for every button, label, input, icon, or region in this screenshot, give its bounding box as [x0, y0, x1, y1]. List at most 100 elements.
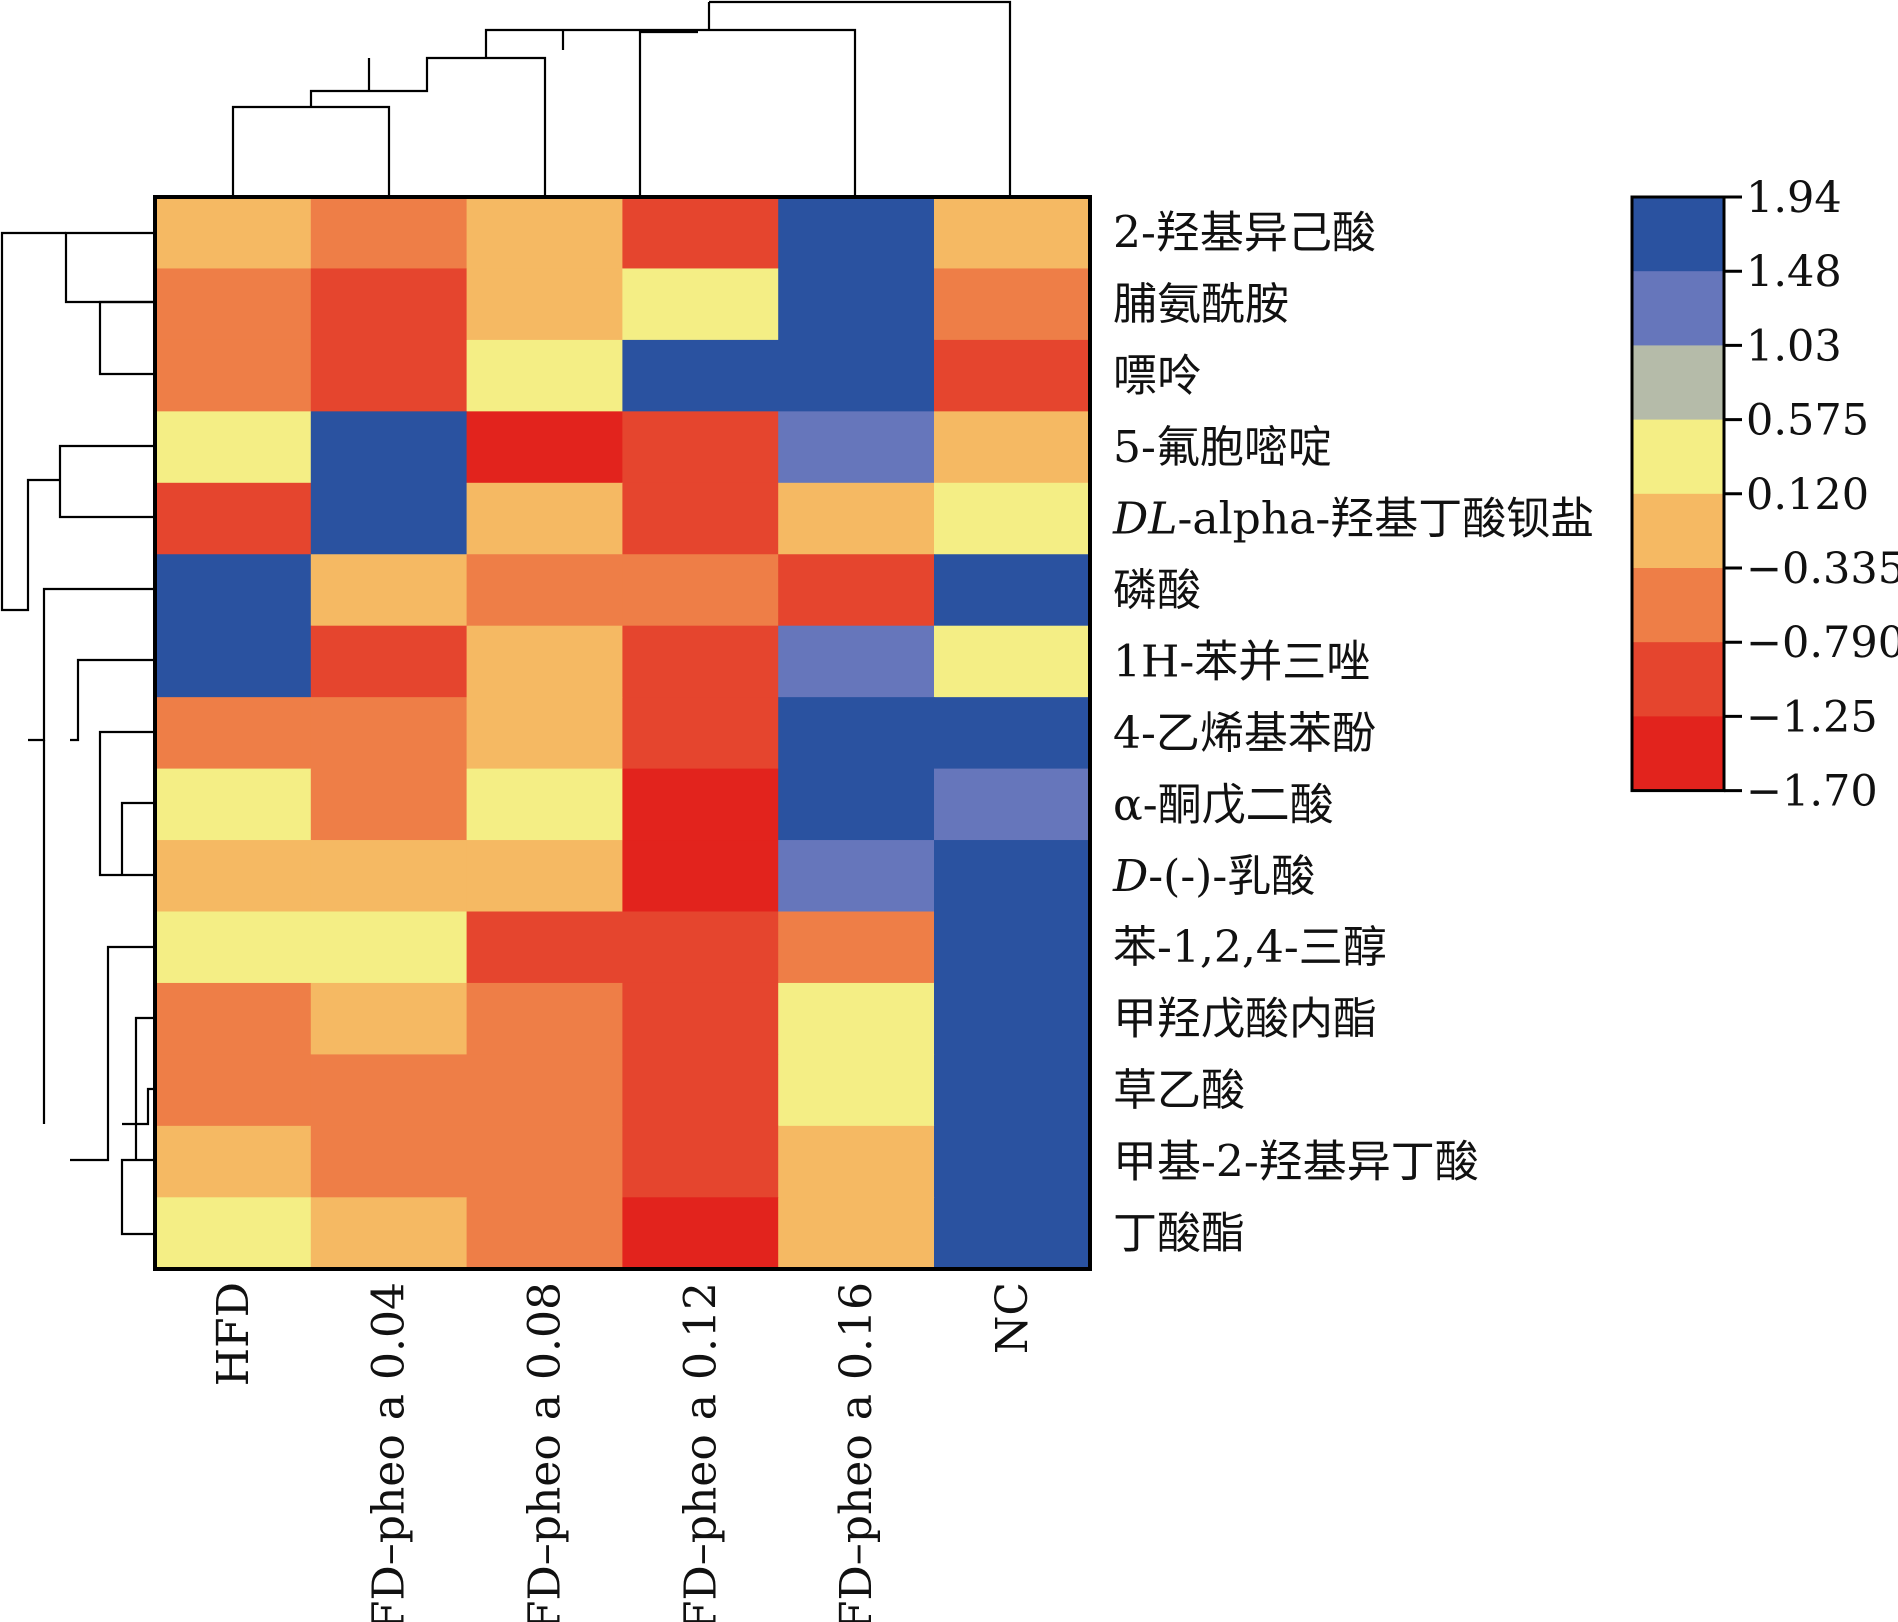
col-dendrogram-branch	[231, 105, 391, 197]
row-dendrogram-branch	[70, 658, 155, 742]
heatmap-cell	[778, 982, 935, 1055]
row-label-italic-prefix: D	[1112, 851, 1148, 902]
heatmap-cell	[155, 197, 312, 270]
heatmap-cell	[155, 982, 312, 1055]
row-dendrogram	[0, 231, 155, 1236]
heatmap-cell	[934, 697, 1091, 770]
color-scale-tick-label: −1.70	[1746, 767, 1878, 817]
heatmap-cell	[934, 1125, 1091, 1198]
heatmap-cell	[622, 339, 779, 412]
heatmap-cell	[622, 197, 779, 270]
heatmap-cell	[310, 554, 468, 627]
color-scale-swatch	[1632, 345, 1724, 421]
heatmap-cell	[622, 768, 779, 841]
row-label: 甲羟戊酸内酯	[1113, 994, 1377, 1045]
heatmap-cell	[466, 768, 623, 841]
color-scale-tick-label: −1.25	[1746, 692, 1878, 742]
heatmap-cell	[934, 768, 1091, 841]
row-label: 苯-1,2,4-三醇	[1113, 922, 1387, 973]
heatmap-cell	[622, 411, 779, 484]
heatmap-cell	[622, 911, 779, 984]
row-label: 脯氨酰胺	[1113, 279, 1289, 330]
heatmap-cell	[466, 339, 623, 412]
row-label-text: -(-)-乳酸	[1148, 851, 1315, 902]
heatmap-cell	[155, 1125, 312, 1198]
heatmap-cell	[778, 625, 935, 698]
heatmap-cell	[155, 1054, 312, 1127]
heatmap-cell	[466, 554, 623, 627]
color-scale-tick-label: 1.94	[1746, 173, 1842, 223]
row-label: 2-羟基异己酸	[1113, 208, 1376, 259]
heatmap-frame	[153, 195, 1092, 1271]
column-label: HFD–pheo a 0.04	[364, 1282, 415, 1622]
color-scale-swatch	[1632, 197, 1724, 272]
row-dendrogram-branch	[0, 231, 66, 612]
row-label: D-(-)-乳酸	[1112, 851, 1315, 902]
column-label: HFD–pheo a 0.16	[831, 1282, 882, 1622]
color-scale-tick-label: 0.120	[1746, 470, 1869, 520]
heatmap-cell	[622, 697, 779, 770]
heatmap-cell	[310, 268, 468, 341]
heatmap-cell	[310, 982, 468, 1055]
heatmap-cell	[466, 911, 623, 984]
heatmap-cell	[778, 768, 935, 841]
column-label: NC	[987, 1282, 1038, 1354]
row-label: 丁酸酯	[1113, 1208, 1245, 1259]
heatmap-cell	[778, 840, 935, 913]
color-scale-tick-label: 1.48	[1746, 247, 1842, 297]
heatmap-cell	[934, 197, 1091, 270]
heatmap-cell	[934, 411, 1091, 484]
row-label: 草乙酸	[1113, 1065, 1245, 1116]
color-scale-swatch	[1632, 419, 1724, 495]
row-label: α-酮戊二酸	[1113, 779, 1334, 830]
heatmap-cell	[155, 268, 312, 341]
heatmap-cell	[778, 554, 935, 627]
col-dendrogram-branch	[484, 28, 857, 197]
row-label: 4-乙烯基苯酚	[1113, 708, 1376, 759]
heatmap-cell	[310, 339, 468, 412]
heatmap-cell	[934, 482, 1091, 555]
heatmap-cell	[155, 339, 312, 412]
color-scale-swatch	[1632, 271, 1724, 346]
heatmap-cell	[622, 268, 779, 341]
heatmap-cell	[310, 697, 468, 770]
heatmap-cell	[934, 1054, 1091, 1127]
heatmap-cell	[466, 625, 623, 698]
row-label: 嘌呤	[1113, 351, 1201, 402]
heatmap-cell	[310, 1197, 468, 1270]
heatmap-cell	[622, 554, 779, 627]
column-label: HFD–pheo a 0.12	[675, 1282, 726, 1622]
heatmap-cells	[155, 197, 1091, 1270]
heatmap-cell	[466, 197, 623, 270]
col-dendrogram-branch	[709, 0, 1012, 197]
heatmap-cell	[155, 411, 312, 484]
row-label-italic-prefix: DL	[1112, 494, 1178, 545]
color-scale-swatch	[1632, 493, 1724, 569]
color-scale-swatch	[1632, 642, 1724, 717]
heatmap-cell	[778, 197, 935, 270]
row-dendrogram-branch	[28, 587, 155, 742]
heatmap-cell	[778, 339, 935, 412]
heatmap-cell	[466, 982, 623, 1055]
heatmap-cell	[310, 840, 468, 913]
heatmap-cell	[155, 1197, 312, 1270]
column-label: HFD	[208, 1282, 259, 1386]
heatmap-cell	[155, 482, 312, 555]
row-dendrogram-branch	[120, 1158, 155, 1236]
heatmap-cell	[155, 554, 312, 627]
heatmap-cell	[778, 911, 935, 984]
row-label: DL-alpha-羟基丁酸钡盐	[1112, 494, 1594, 545]
heatmap-cell	[310, 768, 468, 841]
heatmap-cell	[778, 1197, 935, 1270]
row-label: 甲基-2-羟基异丁酸	[1113, 1137, 1479, 1188]
row-dendrogram-branch	[134, 1016, 155, 1160]
heatmap-cell	[466, 268, 623, 341]
color-scale-tick-label: −0.335	[1746, 544, 1898, 594]
heatmap-cell	[934, 840, 1091, 913]
heatmap-cell	[778, 1125, 935, 1198]
row-dendrogram-branch	[98, 730, 155, 877]
row-label-text: -alpha-羟基丁酸钡盐	[1178, 494, 1595, 545]
row-dendrogram-branch	[70, 945, 155, 1162]
heatmap-cell	[934, 982, 1091, 1055]
heatmap-cell	[466, 482, 623, 555]
